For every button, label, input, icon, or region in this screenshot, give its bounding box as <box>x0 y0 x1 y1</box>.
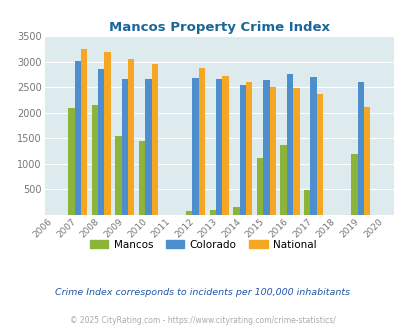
Bar <box>256 158 262 215</box>
Bar <box>262 80 269 214</box>
Bar <box>151 64 158 214</box>
Bar <box>245 82 252 214</box>
Bar <box>68 108 75 214</box>
Bar <box>280 145 286 214</box>
Bar <box>292 88 299 214</box>
Bar <box>192 78 198 214</box>
Bar <box>286 74 292 214</box>
Bar <box>75 61 81 214</box>
Bar <box>303 189 310 214</box>
Bar <box>350 154 357 214</box>
Bar <box>128 59 134 214</box>
Bar <box>185 211 192 214</box>
Bar <box>115 136 122 214</box>
Bar <box>139 141 145 214</box>
Bar <box>239 85 245 214</box>
Bar <box>357 82 363 214</box>
Bar <box>233 207 239 215</box>
Bar <box>98 69 104 215</box>
Bar <box>198 68 205 215</box>
Text: © 2025 CityRating.com - https://www.cityrating.com/crime-statistics/: © 2025 CityRating.com - https://www.city… <box>70 315 335 325</box>
Bar <box>222 76 228 215</box>
Bar <box>269 87 275 214</box>
Bar <box>104 51 111 214</box>
Bar <box>81 49 87 214</box>
Title: Mancos Property Crime Index: Mancos Property Crime Index <box>109 21 329 34</box>
Bar <box>316 94 322 214</box>
Bar <box>122 79 128 214</box>
Text: Crime Index corresponds to incidents per 100,000 inhabitants: Crime Index corresponds to incidents per… <box>55 287 350 297</box>
Bar <box>209 211 215 214</box>
Bar <box>363 107 369 214</box>
Bar <box>310 77 316 214</box>
Bar <box>145 79 151 214</box>
Legend: Mancos, Colorado, National: Mancos, Colorado, National <box>85 236 320 254</box>
Bar <box>215 79 222 214</box>
Bar <box>92 105 98 214</box>
